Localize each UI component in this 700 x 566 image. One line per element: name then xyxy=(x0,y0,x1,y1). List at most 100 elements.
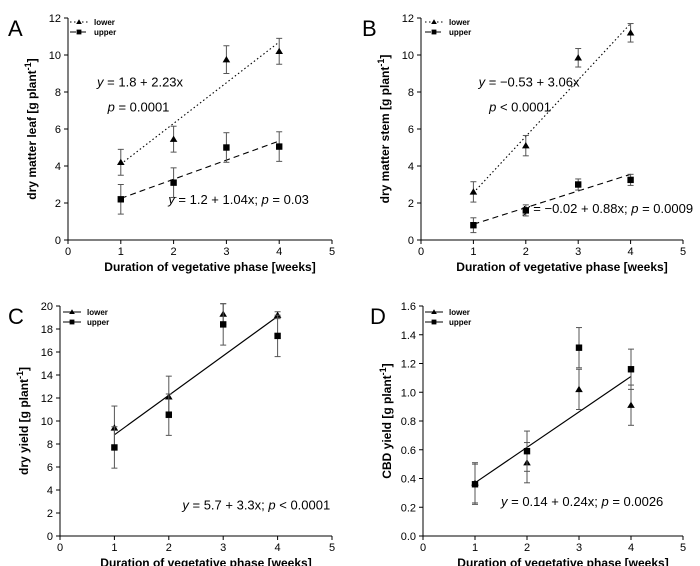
y-tick-label: 0.0 xyxy=(401,531,416,543)
y-tick-label: 10 xyxy=(41,416,53,428)
y-axis-label-end: ] xyxy=(380,363,394,367)
y-axis-label-main: dry matter stem [g plant xyxy=(378,67,392,204)
x-tick-label: 2 xyxy=(523,246,529,258)
y-tick-label: 0.6 xyxy=(401,445,416,457)
legend-label-upper: upper xyxy=(449,318,471,327)
point-lower xyxy=(574,54,582,61)
equation-text: = −0.02 + 0.88x; xyxy=(530,201,632,216)
equation-annotation: y = 5.7 + 3.3x; p < 0.0001 xyxy=(181,498,330,513)
x-tick-label: 2 xyxy=(166,542,172,554)
x-axis-label: Duration of vegetative phase [weeks] xyxy=(104,260,315,274)
y-tick-label: 10 xyxy=(49,50,61,62)
x-tick-label: 1 xyxy=(111,542,117,554)
equation-annotation: y = 0.14 + 0.24x; p = 0.0026 xyxy=(500,494,663,509)
point-upper xyxy=(523,447,531,455)
legend-label-lower: lower xyxy=(87,308,108,317)
point-lower xyxy=(575,385,583,393)
legend-label-upper: upper xyxy=(449,28,471,37)
y-axis-label: dry matter leaf [g plant-1] xyxy=(23,58,39,199)
equation-variable: y xyxy=(96,74,105,89)
y-tick-label: 16 xyxy=(41,347,53,359)
legend-marker-lower xyxy=(431,309,437,315)
y-tick-label: 1.6 xyxy=(401,301,416,313)
point-lower xyxy=(169,135,178,142)
x-tick-label: 1 xyxy=(470,246,476,258)
equation-variable: p xyxy=(630,201,638,216)
x-tick-label: 5 xyxy=(329,542,335,554)
y-tick-label: 8 xyxy=(55,87,61,99)
panel-label: C xyxy=(8,304,24,329)
equation-variable: y xyxy=(500,494,509,509)
x-tick-label: 3 xyxy=(576,542,582,554)
y-tick-label: 12 xyxy=(402,13,414,25)
point-upper xyxy=(170,179,177,186)
equation-variable: p xyxy=(488,99,496,114)
equation-variable: y xyxy=(181,498,190,513)
point-upper xyxy=(276,143,283,150)
equation-text: = 1.2 + 1.04x; xyxy=(175,192,262,207)
x-tick-label: 2 xyxy=(524,542,530,554)
x-tick-label: 3 xyxy=(575,246,581,258)
x-tick-label: 0 xyxy=(57,542,63,554)
equation-text: = 0.03 xyxy=(269,192,309,207)
point-lower xyxy=(469,188,478,195)
point-upper xyxy=(165,411,172,418)
y-tick-label: 18 xyxy=(41,324,53,336)
legend-label-lower: lower xyxy=(94,18,115,27)
point-upper xyxy=(470,222,477,229)
equation-annotation: p = 0.0001 xyxy=(107,99,170,114)
y-axis-label-sup: -1 xyxy=(23,62,33,70)
point-upper xyxy=(522,207,529,214)
equation-annotation: y = 1.2 + 1.04x; p = 0.03 xyxy=(167,192,309,207)
y-axis-label-sup: -1 xyxy=(378,367,388,375)
point-lower xyxy=(275,47,283,54)
equation-text: = 1.8 + 2.23x xyxy=(104,74,184,89)
y-axis-label-end: ] xyxy=(17,367,31,371)
y-tick-label: 0 xyxy=(55,235,61,247)
equation-variable: y xyxy=(167,192,176,207)
x-tick-label: 0 xyxy=(420,542,426,554)
legend-marker-lower xyxy=(76,19,82,25)
point-upper xyxy=(117,196,124,203)
y-axis-label: dry matter stem [g plant-1] xyxy=(376,55,392,204)
equation-text: = 0.0026 xyxy=(609,494,664,509)
y-tick-label: 0.8 xyxy=(401,416,416,428)
equation-annotation: y = 1.8 + 2.23x xyxy=(96,74,184,89)
y-tick-label: 2 xyxy=(47,508,53,520)
y-axis-label: CBD yield [g plant-1] xyxy=(378,363,394,478)
legend-label-lower: lower xyxy=(449,308,470,317)
point-lower xyxy=(117,158,125,165)
fit-line-upper xyxy=(120,140,280,199)
y-axis-label-sup: -1 xyxy=(376,59,386,67)
panel-label: A xyxy=(8,16,23,41)
y-axis-label-main: dry yield [g plant xyxy=(17,379,31,475)
chart-panel-d: D 0 1 2 3 4 5 0.0 0.2 0.4 0.6 0.8 1.0 1.2 1.4 1.6 Durati… xyxy=(370,301,686,566)
y-tick-label: 12 xyxy=(41,393,53,405)
x-tick-label: 1 xyxy=(118,246,124,258)
point-lower xyxy=(627,401,635,408)
y-tick-label: 0 xyxy=(408,235,414,247)
point-upper xyxy=(223,144,230,151)
x-tick-label: 0 xyxy=(65,246,71,258)
legend-label-upper: upper xyxy=(87,318,109,327)
panel-label: D xyxy=(370,304,386,329)
legend-label-lower: lower xyxy=(449,18,470,27)
point-upper xyxy=(575,181,582,188)
x-axis-label: Duration of vegetative phase [weeks] xyxy=(100,556,311,566)
equation-text: < 0.0001 xyxy=(276,498,331,513)
panel-label: B xyxy=(362,16,377,41)
equation-text: = 5.7 + 3.3x; xyxy=(189,498,269,513)
legend-marker-upper xyxy=(431,29,437,35)
y-tick-label: 2 xyxy=(408,198,414,210)
y-axis-label-main: CBD yield [g plant xyxy=(380,375,394,478)
x-tick-label: 5 xyxy=(329,246,335,258)
equation-variable: p xyxy=(267,498,275,513)
y-tick-label: 8 xyxy=(408,87,414,99)
y-axis-label-main: dry matter leaf [g plant xyxy=(25,70,39,199)
x-tick-label: 0 xyxy=(418,246,424,258)
x-axis-label: Duration of vegetative phase [weeks] xyxy=(457,556,668,566)
equation-variable: p xyxy=(107,99,115,114)
equation-annotation: p < 0.0001 xyxy=(488,99,551,114)
